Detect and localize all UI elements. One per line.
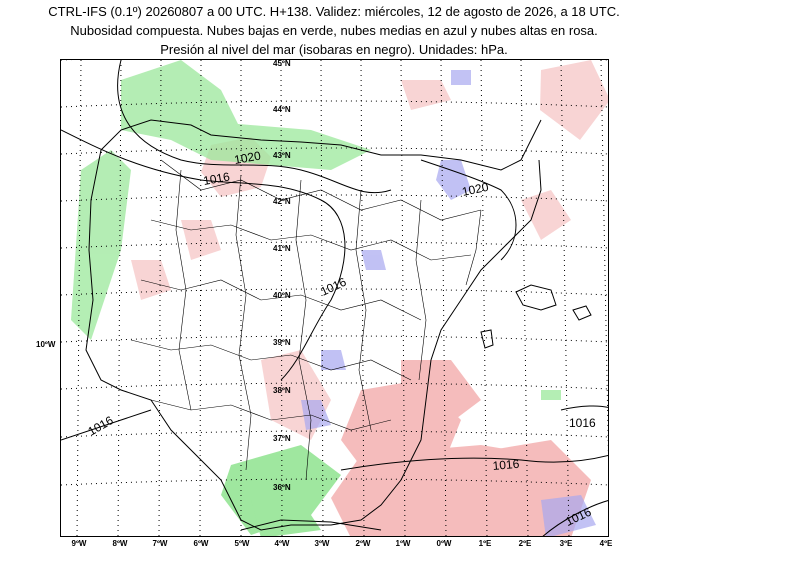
lon-label-8w: 8ºW bbox=[112, 539, 128, 548]
lon-label-1w: 1ºW bbox=[395, 539, 411, 548]
latitude-labels: 45ºN 44ºN 43ºN 42ºN 41ºN 40ºN 39ºN 38ºN … bbox=[273, 60, 291, 492]
lat-label-39n: 39ºN bbox=[273, 338, 291, 347]
lon-label-4w: 4ºW bbox=[274, 539, 290, 548]
lat-label-36n: 36ºN bbox=[273, 483, 291, 492]
lon-label-3w: 3ºW bbox=[314, 539, 330, 548]
lon-label-2w: 2ºW bbox=[355, 539, 371, 548]
lat-label-37n: 37ºN bbox=[273, 434, 291, 443]
title-line-2: Nubosidad compuesta. Nubes bajas en verd… bbox=[70, 23, 598, 38]
map-title-block: CTRL-IFS (0.1º) 20260807 a 00 UTC. H+138… bbox=[0, 2, 668, 59]
title-line-1: CTRL-IFS (0.1º) 20260807 a 00 UTC. H+138… bbox=[48, 4, 620, 19]
admin-borders bbox=[130, 159, 482, 481]
isobars bbox=[61, 60, 608, 536]
lat-label-45n: 45ºN bbox=[273, 60, 291, 68]
isobar-label-1020-north: 1020 bbox=[233, 148, 262, 166]
lon-label-10w: 10ºW bbox=[36, 340, 56, 349]
lon-label-0w: 0ºW bbox=[436, 539, 452, 548]
map-panel: 1020 1016 1020 1016 1016 1016 1016 1016 … bbox=[60, 59, 609, 537]
lat-label-42n: 42ºN bbox=[273, 197, 291, 206]
lat-label-40n: 40ºN bbox=[273, 291, 291, 300]
isobar-label-1020-northeast: 1020 bbox=[461, 180, 490, 199]
lon-label-4e: 4ºE bbox=[599, 539, 613, 548]
lat-label-43n: 43ºN bbox=[273, 151, 291, 160]
lat-label-38n: 38ºN bbox=[273, 386, 291, 395]
lon-label-1e: 1ºE bbox=[478, 539, 492, 548]
title-line-3: Presión al nivel del mar (isobaras en ne… bbox=[160, 42, 508, 57]
lat-label-44n: 44ºN bbox=[273, 105, 291, 114]
isobar-labels: 1020 1016 1020 1016 1016 1016 1016 1016 bbox=[86, 148, 597, 528]
lat-label-41n: 41ºN bbox=[273, 244, 291, 253]
lon-label-7w: 7ºW bbox=[152, 539, 168, 548]
coastline bbox=[85, 119, 592, 531]
lon-label-3e: 3ºE bbox=[559, 539, 573, 548]
isobar-label-1016-northwest: 1016 bbox=[202, 169, 231, 187]
lon-label-5w: 5ºW bbox=[234, 539, 250, 548]
low-clouds-layer bbox=[71, 60, 561, 536]
lon-label-6w: 6ºW bbox=[193, 539, 209, 548]
lon-label-2e: 2ºE bbox=[518, 539, 532, 548]
lon-label-9w: 9ºW bbox=[71, 539, 87, 548]
map-canvas: 1020 1016 1020 1016 1016 1016 1016 1016 … bbox=[61, 60, 608, 536]
isobar-label-1016-east: 1016 bbox=[569, 416, 596, 430]
isobar-label-1016-south: 1016 bbox=[492, 457, 520, 473]
